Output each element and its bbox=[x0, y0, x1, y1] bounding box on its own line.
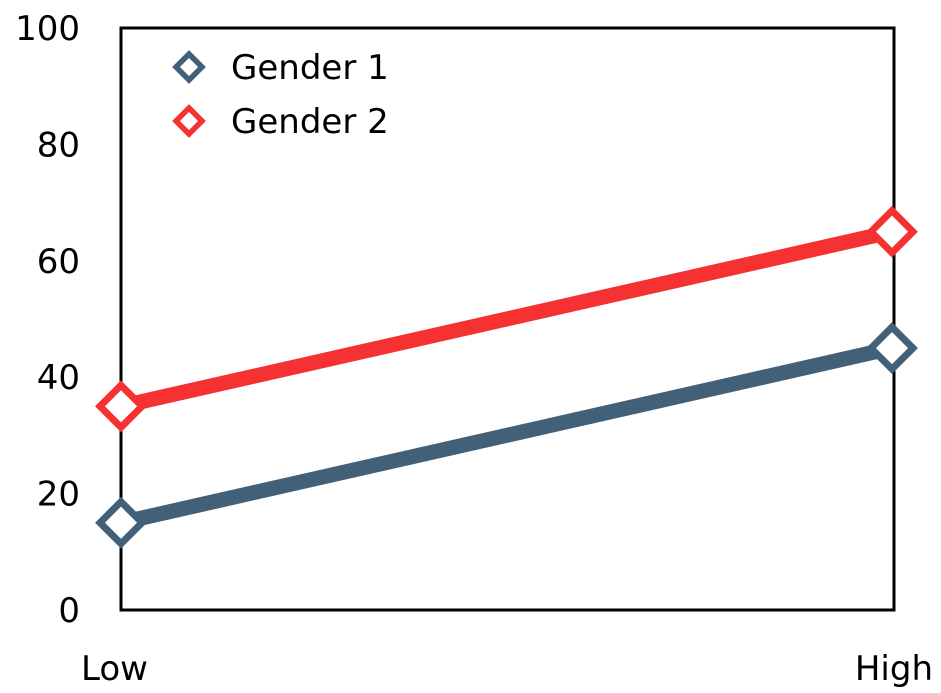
y-tick-label: 100 bbox=[15, 9, 80, 49]
legend-label: Gender 1 bbox=[231, 48, 389, 88]
series-line bbox=[119, 224, 894, 414]
legend-marker bbox=[172, 104, 206, 138]
x-tick-label: High bbox=[855, 649, 933, 689]
x-axis-tick-labels: Low High bbox=[81, 649, 933, 689]
series-lines bbox=[119, 224, 894, 531]
data-point bbox=[95, 496, 147, 549]
legend-marker bbox=[172, 50, 206, 84]
data-point bbox=[866, 205, 918, 258]
x-tick-label: Low bbox=[81, 649, 148, 689]
y-axis-tick-labels: 0 20 40 60 80 100 bbox=[15, 9, 80, 631]
data-point bbox=[95, 380, 147, 433]
y-tick-label: 40 bbox=[37, 358, 80, 398]
series-line bbox=[119, 340, 894, 531]
plot-area-frame bbox=[119, 26, 896, 612]
y-tick-label: 60 bbox=[37, 242, 80, 282]
y-tick-label: 80 bbox=[37, 125, 80, 165]
y-tick-label: 20 bbox=[37, 475, 80, 515]
legend: Gender 1 Gender 2 bbox=[172, 48, 389, 142]
data-point bbox=[866, 322, 918, 375]
legend-label: Gender 2 bbox=[231, 102, 389, 142]
y-tick-label: 0 bbox=[58, 591, 80, 631]
series-markers bbox=[95, 205, 918, 549]
